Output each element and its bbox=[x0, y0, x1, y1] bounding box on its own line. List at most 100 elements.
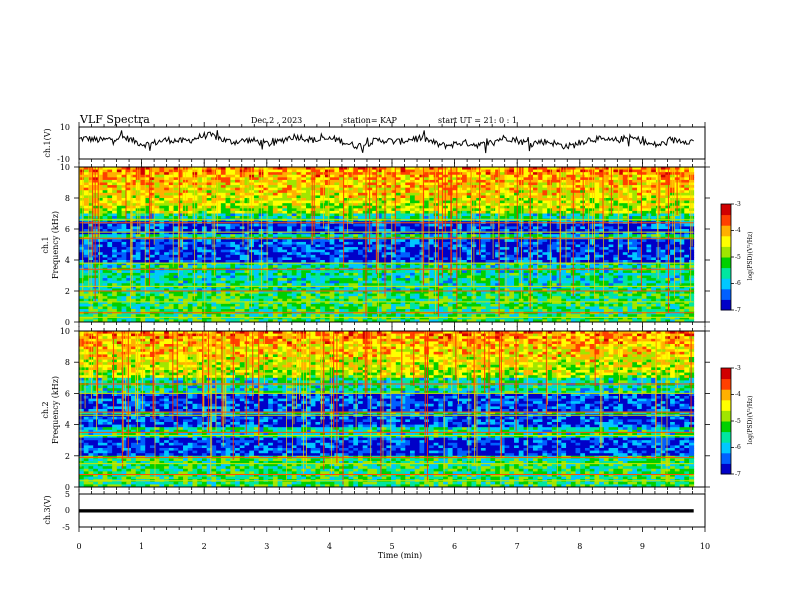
spectrogram-cell bbox=[532, 257, 539, 261]
spectrogram-cell bbox=[386, 203, 392, 207]
spectrogram-cell bbox=[230, 185, 236, 189]
spectrogram-cell bbox=[490, 260, 496, 263]
spectrogram-cell bbox=[528, 241, 534, 245]
spectrogram-cell bbox=[618, 234, 624, 238]
spectrogram-cell bbox=[372, 229, 378, 232]
spectrogram-cell bbox=[480, 247, 487, 251]
spectrogram-cell bbox=[149, 205, 156, 209]
spectrogram-cell bbox=[116, 179, 122, 183]
spectrogram-cell bbox=[547, 187, 553, 191]
spectrogram-cell bbox=[178, 169, 184, 173]
spectrogram-cell bbox=[509, 169, 515, 173]
spectrogram-cell bbox=[466, 241, 472, 245]
spectrogram-cell bbox=[121, 182, 127, 186]
spectrogram-cell bbox=[372, 169, 378, 173]
spectrogram-cell bbox=[395, 234, 401, 238]
spectrogram-cell bbox=[679, 260, 685, 263]
spectrogram-cell bbox=[145, 257, 151, 261]
spectrogram-cell bbox=[187, 216, 193, 220]
spectrogram-cell bbox=[220, 239, 226, 243]
spectrogram-cell bbox=[211, 229, 217, 232]
spectrogram-cell bbox=[282, 208, 288, 212]
spectrogram-cell bbox=[216, 187, 222, 191]
spectrogram-cell bbox=[391, 203, 397, 207]
spectrogram-cell bbox=[646, 229, 652, 232]
spectrogram-cell bbox=[343, 223, 349, 227]
spectrogram-cell bbox=[547, 169, 553, 173]
spectrogram-cell bbox=[291, 182, 297, 186]
spectrogram-cell bbox=[107, 179, 113, 183]
spectrogram-cell bbox=[357, 223, 364, 227]
spectrogram-cell bbox=[173, 190, 179, 194]
spectrogram-cell bbox=[608, 231, 614, 235]
spectrogram-cell bbox=[618, 187, 624, 191]
spectrogram-cell bbox=[405, 192, 411, 196]
spectrogram-cell bbox=[301, 249, 307, 253]
spectrogram-cell bbox=[206, 252, 212, 256]
spectrogram-cell bbox=[272, 174, 279, 178]
spectrogram-cell bbox=[291, 208, 297, 212]
spectrogram-cell bbox=[173, 231, 179, 235]
spectrogram-cell bbox=[211, 216, 217, 220]
spectrogram-cell bbox=[291, 179, 297, 183]
spectrogram-cell bbox=[514, 249, 520, 253]
spectrogram-cell bbox=[93, 216, 99, 220]
spectrogram-cell bbox=[381, 216, 387, 220]
spectrogram-cell bbox=[244, 208, 250, 212]
spectrogram-cell bbox=[263, 203, 269, 207]
spectrogram-cell bbox=[126, 192, 132, 196]
spectrogram-cell bbox=[310, 249, 316, 253]
spectrogram-cell bbox=[566, 216, 572, 220]
spectrogram-cell bbox=[499, 179, 505, 183]
spectrogram-cell bbox=[225, 179, 231, 183]
spectrogram-cell bbox=[410, 205, 416, 209]
spectrogram-cell bbox=[239, 262, 245, 266]
spectrogram-cell bbox=[140, 254, 146, 258]
spectrogram-cell bbox=[689, 213, 695, 217]
spectrogram-cell bbox=[632, 210, 638, 214]
spectrogram-cell bbox=[173, 192, 179, 196]
spectrogram-cell bbox=[509, 226, 515, 230]
spectrogram-cell bbox=[499, 210, 505, 214]
spectrogram-cell bbox=[178, 174, 184, 178]
spectrogram-cell bbox=[102, 185, 108, 189]
spectrogram-cell bbox=[424, 195, 430, 199]
spectrogram-cell bbox=[277, 205, 283, 209]
spectrogram-cell bbox=[79, 231, 85, 235]
spectrogram-cell bbox=[542, 195, 548, 199]
spectrogram-cell bbox=[168, 231, 174, 235]
spectrogram-cell bbox=[168, 249, 174, 253]
spectrogram-cell bbox=[386, 223, 392, 227]
spectrogram-cell bbox=[495, 169, 501, 173]
spectrogram-cell bbox=[97, 213, 104, 217]
spectrogram-cell bbox=[542, 172, 548, 176]
spectrogram-cell bbox=[268, 182, 274, 186]
spectrogram-cell bbox=[542, 177, 548, 181]
spectrogram-cell bbox=[315, 226, 321, 230]
spectrogram-cell bbox=[287, 174, 293, 178]
spectrogram-cell bbox=[353, 205, 359, 209]
spectrogram-cell bbox=[514, 244, 520, 248]
spectrogram-cell bbox=[537, 252, 543, 256]
spectrogram-cell bbox=[651, 234, 657, 238]
spectrogram-cell bbox=[665, 247, 671, 251]
spectrogram-cell bbox=[149, 169, 156, 173]
spectrogram-cell bbox=[584, 167, 591, 170]
spectrogram-cell bbox=[211, 169, 217, 173]
spectrogram-cell bbox=[499, 226, 505, 230]
spectrogram-cell bbox=[121, 208, 127, 212]
spectrogram-cell bbox=[268, 205, 274, 209]
spectrogram-cell bbox=[168, 262, 174, 266]
spectrogram-cell bbox=[566, 223, 572, 227]
spectrogram-cell bbox=[509, 244, 515, 248]
spectrogram-cell bbox=[305, 208, 312, 212]
spectrogram-cell bbox=[476, 167, 482, 170]
spectrogram-cell bbox=[537, 216, 543, 220]
spectrogram-cell bbox=[499, 252, 505, 256]
spectrogram-cell bbox=[145, 185, 151, 189]
spectrogram-cell bbox=[405, 213, 411, 217]
spectrogram-cell bbox=[376, 210, 383, 214]
spectrogram-cell bbox=[689, 195, 695, 199]
spectrogram-cell bbox=[272, 262, 279, 266]
